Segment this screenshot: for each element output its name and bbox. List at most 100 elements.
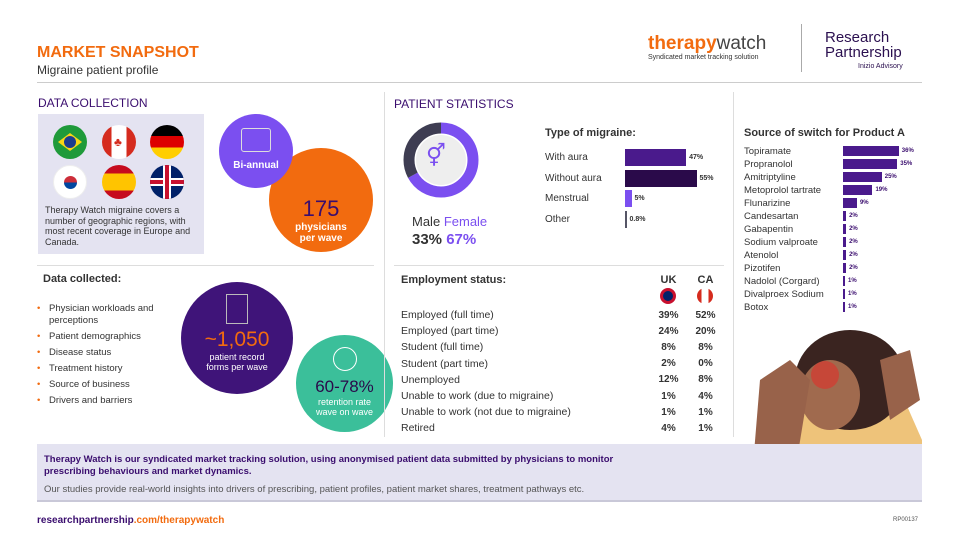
data-collected-item: Source of business bbox=[37, 379, 167, 391]
uk-value: 8% bbox=[661, 341, 676, 353]
switch-bar bbox=[843, 276, 845, 286]
switch-bar bbox=[843, 250, 847, 260]
country-uk: UK bbox=[660, 274, 677, 286]
switch-value: 1% bbox=[848, 304, 857, 310]
switch-label: Metoprolol tartrate bbox=[744, 184, 822, 196]
url-rest: .com/therapywatch bbox=[133, 515, 225, 526]
calendar-icon bbox=[241, 128, 271, 152]
male-pct: 33% bbox=[412, 231, 443, 248]
switch-value: 1% bbox=[848, 291, 857, 297]
migraine-bar-row: Menstrual 5% bbox=[545, 190, 645, 207]
migraine-bar-row: Without aura 55% bbox=[545, 169, 714, 187]
switch-bar bbox=[843, 224, 847, 234]
migraine-label: Menstrual bbox=[545, 193, 589, 204]
employment-row: Employed (full time) 39% 52% bbox=[401, 307, 724, 323]
switch-bar bbox=[843, 302, 845, 312]
ca-value: 0% bbox=[698, 358, 713, 370]
switch-value: 2% bbox=[849, 265, 858, 271]
employment-label: Employed (full time) bbox=[401, 309, 494, 322]
switch-value: 2% bbox=[849, 213, 858, 219]
document-code: RP00137 bbox=[893, 517, 919, 523]
ca-value: 20% bbox=[695, 325, 716, 337]
migraine-value: 55% bbox=[699, 174, 714, 182]
switch-label: Gabapentin bbox=[744, 223, 794, 235]
brazil-flag-icon bbox=[53, 125, 87, 159]
records-label: patient record forms per wave bbox=[206, 352, 268, 372]
switch-bar-row: Flunarizine 9% bbox=[744, 198, 869, 209]
migraine-value: 5% bbox=[634, 195, 645, 202]
employment-label: Student (part time) bbox=[401, 357, 488, 370]
migraine-bar bbox=[625, 210, 627, 228]
switch-value: 2% bbox=[849, 239, 858, 245]
physicians-value: 175 bbox=[302, 196, 340, 221]
employment-row: Unemployed 12% 8% bbox=[401, 372, 724, 388]
germany-flag-icon bbox=[150, 125, 184, 159]
logo-line1: Research bbox=[825, 29, 890, 46]
logo-subtitle: Inizio Advisory bbox=[858, 63, 903, 70]
coverage-text: Therapy Watch migraine covers a number o… bbox=[45, 205, 191, 247]
patient-stats-heading: PATIENT STATISTICS bbox=[394, 97, 514, 111]
section-divider bbox=[394, 265, 724, 266]
migraine-bar bbox=[625, 169, 697, 187]
switch-bar bbox=[843, 159, 898, 169]
migraine-label: With aura bbox=[545, 152, 588, 163]
therapywatch-logo: therapywatch bbox=[648, 33, 766, 55]
employment-label: Unable to work (due to migraine) bbox=[401, 390, 554, 403]
donut-male bbox=[403, 122, 479, 198]
website-link[interactable]: researchpartnership.com/therapywatch bbox=[37, 515, 224, 526]
uk-value: 1% bbox=[661, 406, 676, 418]
migraine-bar bbox=[625, 190, 632, 207]
uk-value: 12% bbox=[658, 374, 679, 386]
switch-value: 35% bbox=[900, 161, 913, 167]
switch-bar-row: Nadolol (Corgard) 1% bbox=[744, 275, 857, 287]
uk-value: 24% bbox=[658, 325, 679, 337]
footer-box bbox=[37, 444, 922, 502]
footer-text: Our studies provide real-world insights … bbox=[44, 484, 585, 495]
switch-bar-row: Botox 1% bbox=[744, 301, 857, 313]
gender-values: 33% 67% bbox=[412, 231, 476, 248]
switch-bar bbox=[843, 237, 847, 247]
data-collected-item: Patient demographics bbox=[37, 331, 167, 343]
switch-label: Pizotifen bbox=[744, 262, 781, 274]
employment-row: Unable to work (due to migraine) 1% 4% bbox=[401, 388, 724, 404]
donut-center bbox=[416, 135, 466, 185]
gender-donut bbox=[403, 122, 479, 198]
brand-light: watch bbox=[716, 33, 767, 54]
uk-flag-icon bbox=[150, 165, 184, 199]
switch-value: 25% bbox=[884, 174, 897, 180]
switch-title: Source of switch for Product A bbox=[744, 127, 905, 139]
switch-value: 9% bbox=[859, 200, 869, 206]
frequency-label: Bi-annual bbox=[233, 160, 279, 171]
data-collection-heading: DATA COLLECTION bbox=[38, 96, 148, 110]
migraine-bar bbox=[625, 149, 687, 166]
gender-labels: Male Female bbox=[412, 214, 487, 229]
switch-value: 2% bbox=[849, 252, 858, 258]
switch-bar-row: Metoprolol tartrate 19% bbox=[744, 184, 887, 196]
switch-label: Botox bbox=[744, 301, 769, 313]
employment-label: Student (full time) bbox=[401, 341, 484, 354]
switch-label: Nadolol (Corgard) bbox=[744, 275, 820, 287]
employment-label: Unemployed bbox=[401, 373, 460, 386]
ca-value: 52% bbox=[695, 309, 716, 321]
logo-line2: Partnership bbox=[825, 44, 902, 61]
data-collected-item: Disease status bbox=[37, 347, 167, 359]
ca-value: 8% bbox=[698, 341, 713, 353]
switch-bar bbox=[843, 185, 873, 195]
checklist-icon bbox=[226, 294, 248, 324]
employment-row: Employed (part time) 24% 20% bbox=[401, 323, 724, 339]
employment-row: Retired 4% 1% bbox=[401, 420, 724, 436]
records-circle: ~1,050 patient record forms per wave bbox=[181, 282, 293, 394]
ca-value: 1% bbox=[698, 406, 713, 418]
switch-bar bbox=[843, 172, 882, 182]
ca-value: 4% bbox=[698, 390, 713, 402]
column-divider bbox=[384, 92, 385, 437]
gender-icon: ⚥ bbox=[426, 143, 446, 168]
switch-bar-row: Atenolol 2% bbox=[744, 250, 858, 261]
brand-tagline: Syndicated market tracking solution bbox=[648, 54, 759, 61]
switch-value: 36% bbox=[901, 148, 914, 154]
employment-row: Unable to work (not due to migraine) 1% 1% bbox=[401, 404, 724, 420]
column-divider bbox=[733, 92, 734, 437]
data-collected-item: Drivers and barriers bbox=[37, 395, 167, 407]
male-label: Male bbox=[412, 214, 441, 229]
uk-value: 1% bbox=[661, 390, 676, 402]
